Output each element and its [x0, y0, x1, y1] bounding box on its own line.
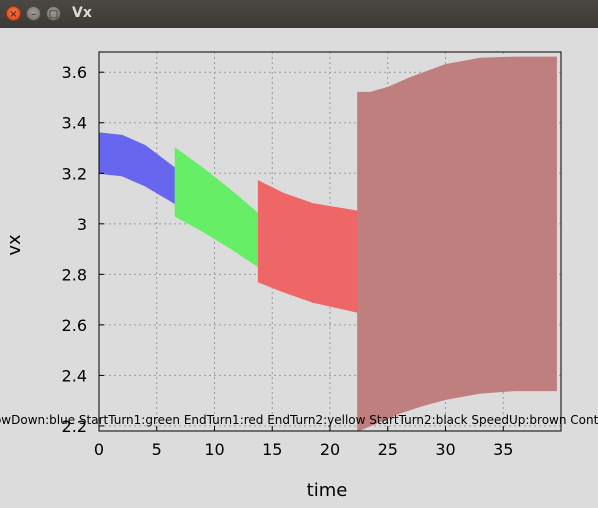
minimize-icon[interactable]: –: [26, 6, 41, 21]
series-layer: [98, 56, 557, 432]
y-tick-label: 3.6: [62, 63, 87, 82]
window-titlebar: × – □ Vx: [0, 0, 598, 28]
close-icon[interactable]: ×: [6, 6, 21, 21]
y-tick-label: 2.6: [62, 316, 87, 335]
x-tick-label: 15: [262, 440, 282, 459]
x-tick-label: 20: [320, 440, 340, 459]
legend-text: SlowDown:blue StartTurn1:green EndTurn1:…: [0, 413, 598, 427]
x-axis-label: time: [307, 480, 348, 501]
x-tick-label: 5: [152, 440, 162, 459]
series-band-4: [357, 56, 557, 432]
window-title: Vx: [72, 5, 92, 21]
y-axis-label: vx: [4, 234, 25, 256]
y-tick-label: 2.8: [62, 265, 87, 284]
x-tick-label: 10: [204, 440, 224, 459]
y-tick-label: 2.4: [62, 366, 87, 385]
maximize-icon[interactable]: □: [46, 6, 61, 21]
y-tick-label: 3: [77, 215, 87, 234]
y-tick-label: 3.4: [62, 114, 87, 133]
x-tick-label: 35: [493, 440, 513, 459]
x-tick-label: 30: [435, 440, 455, 459]
x-tick-label: 25: [378, 440, 398, 459]
y-tick-label: 2.2: [62, 417, 87, 436]
vx-chart: 0 5 10 15 20 25 30 35 2.2 2.4 2.6 2.8 3 3.2 3.4 3.6 Slo…: [0, 51, 598, 501]
y-tick-label: 3.2: [62, 164, 87, 183]
x-tick-label: 0: [94, 440, 104, 459]
ticks: 0 5 10 15 20 25 30 35 2.2 2.4 2.6 2.8 3 3.2 3.4 3.6: [62, 63, 514, 459]
plot-area: 0 5 10 15 20 25 30 35 2.2 2.4 2.6 2.8 3 3.2 3.4 3.6 Slo…: [0, 28, 598, 508]
